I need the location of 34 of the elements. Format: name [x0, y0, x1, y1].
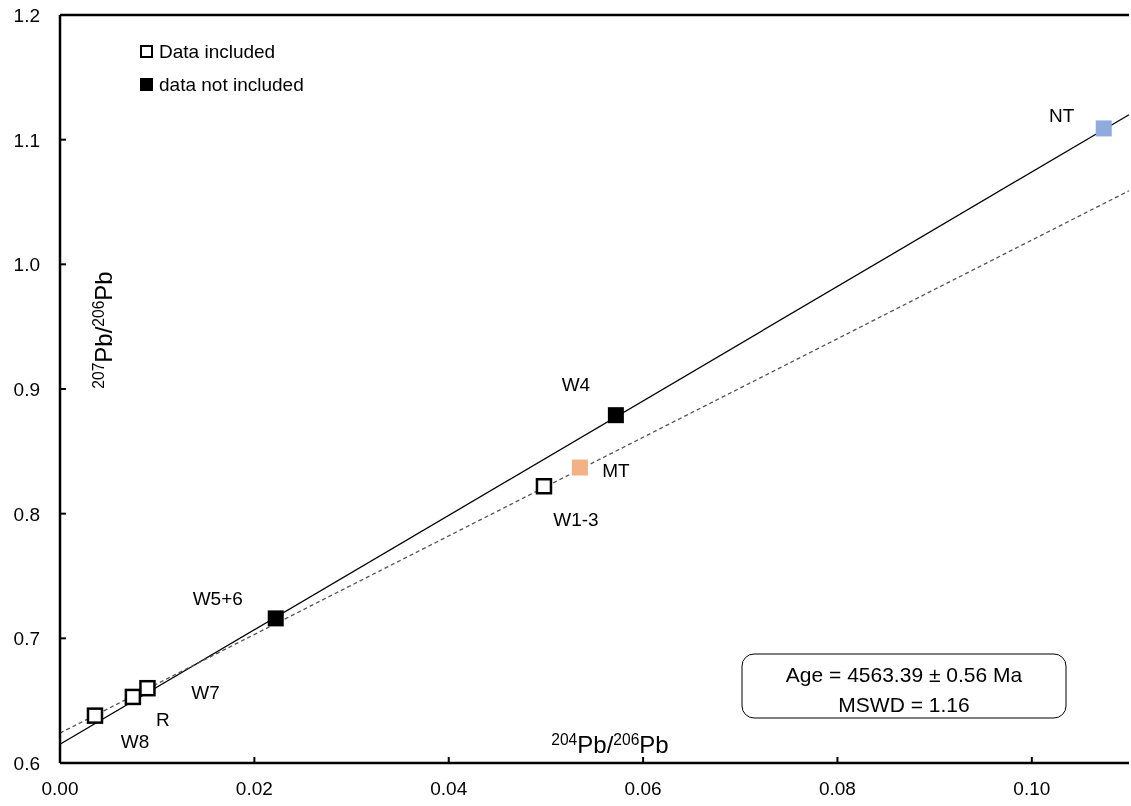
annotation: Age = 4563.39 ± 0.56 Ma	[785, 663, 1023, 686]
annotation: W4	[561, 373, 591, 395]
annotation: R	[156, 708, 170, 730]
y-tick-label: 1.2	[13, 5, 40, 26]
y-tick-label: 0.7	[13, 628, 40, 650]
x-axis-title: $^{204}$Pb/$^{206}$Pb	[551, 730, 669, 758]
point	[139, 679, 156, 697]
y-tick-label: 1.1	[13, 129, 40, 151]
point	[124, 688, 142, 706]
x-tick-label: 0.00	[41, 778, 79, 799]
x-tick-label: 0.04	[430, 778, 468, 799]
annotation: W8	[120, 731, 150, 752]
point	[535, 477, 553, 495]
x-tick-label: 0.02	[235, 778, 273, 799]
annotation: W5+6	[192, 588, 243, 610]
y-tick-label: 0.6	[13, 753, 40, 774]
point	[86, 707, 104, 724]
annotation: MSWD = 1.16	[838, 693, 970, 716]
point	[607, 407, 624, 424]
annotation: MT	[602, 459, 631, 481]
legend-label: data not included	[159, 74, 304, 95]
point	[267, 610, 284, 627]
y-tick-label: 0.9	[13, 379, 40, 400]
annotation: W7	[191, 682, 220, 704]
annotation: NT	[1049, 104, 1075, 126]
x-tick-label: 0.06	[624, 778, 662, 799]
y-tick-label: 1.0	[13, 254, 40, 276]
x-tick-label: 0.08	[818, 778, 856, 799]
x-tick-label: 0.10	[1013, 778, 1051, 799]
annotation: W1-3	[553, 508, 599, 530]
legend-label: Data included	[159, 41, 276, 62]
point	[571, 459, 588, 476]
y-tick-label: 0.8	[13, 503, 40, 525]
point	[1095, 120, 1112, 137]
